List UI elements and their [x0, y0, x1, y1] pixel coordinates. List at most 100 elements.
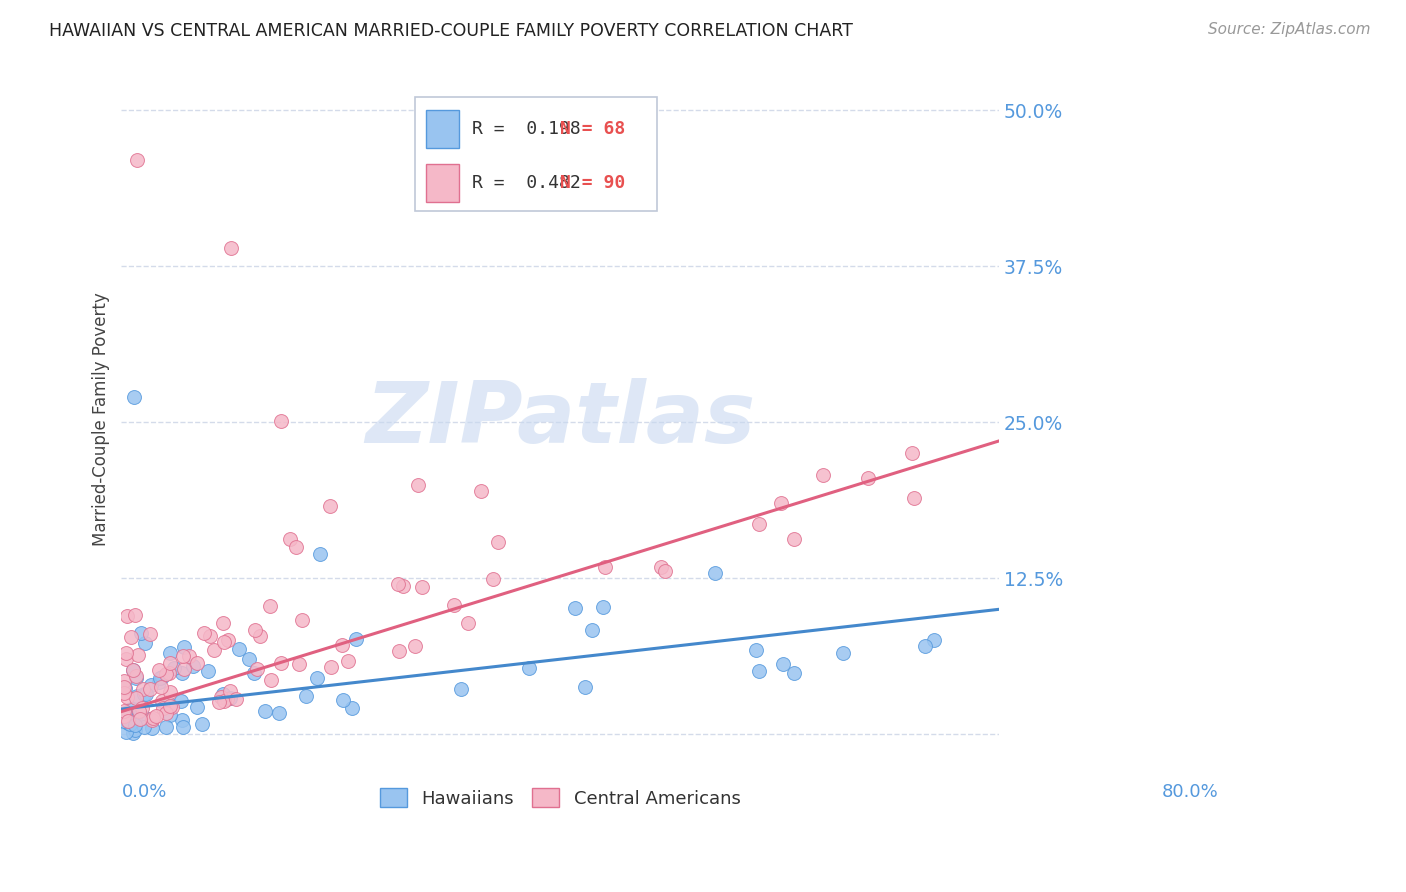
Point [112, 686, 135, 700]
Point [131, 701, 153, 715]
Point [141, 677, 163, 691]
Point [202, 643, 225, 657]
FancyBboxPatch shape [426, 110, 460, 148]
Point [295, 690, 318, 704]
Point [134, 720, 156, 734]
Point [581, 623, 603, 637]
Point [186, 656, 208, 670]
Point [443, 598, 465, 612]
Text: R =  0.198: R = 0.198 [472, 120, 581, 138]
Point [211, 687, 233, 701]
Point [124, 718, 146, 732]
Point [120, 702, 142, 716]
Point [177, 649, 200, 664]
Point [115, 652, 138, 666]
Text: HAWAIIAN VS CENTRAL AMERICAN MARRIED-COUPLE FAMILY POVERTY CORRELATION CHART: HAWAIIAN VS CENTRAL AMERICAN MARRIED-COU… [49, 22, 853, 40]
Point [159, 707, 181, 722]
Point [142, 711, 165, 725]
Point [159, 685, 181, 699]
Point [748, 664, 770, 678]
Point [181, 658, 204, 673]
Point [307, 671, 329, 685]
Point [259, 673, 281, 687]
Point [114, 681, 136, 695]
Point [212, 694, 235, 708]
FancyBboxPatch shape [426, 164, 460, 202]
Point [654, 564, 676, 578]
Point [270, 413, 292, 427]
Text: Source: ZipAtlas.com: Source: ZipAtlas.com [1208, 22, 1371, 37]
Point [259, 599, 281, 614]
Point [914, 640, 936, 654]
Point [219, 690, 242, 705]
Point [191, 716, 214, 731]
Point [155, 720, 177, 734]
Point [149, 680, 172, 694]
Point [132, 681, 155, 696]
Point [193, 625, 215, 640]
Point [112, 708, 135, 723]
Point [228, 641, 250, 656]
Point [340, 701, 363, 715]
Point [280, 532, 302, 546]
Point [124, 608, 146, 623]
Point [387, 577, 409, 591]
Point [772, 657, 794, 672]
Point [215, 691, 238, 706]
Point [783, 533, 806, 547]
Point [139, 627, 162, 641]
Point [858, 471, 880, 485]
Point [922, 632, 945, 647]
Point [782, 665, 804, 680]
Text: R =  0.482: R = 0.482 [472, 174, 581, 192]
Point [117, 690, 139, 704]
Point [595, 559, 617, 574]
Point [249, 629, 271, 643]
Point [172, 648, 194, 663]
Point [157, 697, 180, 711]
Point [112, 704, 135, 718]
Point [198, 628, 221, 642]
Point [127, 648, 149, 662]
Text: N = 90: N = 90 [560, 174, 626, 192]
Text: ZIPatlas: ZIPatlas [366, 377, 755, 460]
Point [219, 684, 242, 698]
Point [406, 478, 429, 492]
Point [160, 699, 183, 714]
Point [117, 715, 139, 730]
Point [517, 661, 540, 675]
Point [344, 632, 367, 646]
Point [124, 723, 146, 738]
Y-axis label: Married-Couple Family Poverty: Married-Couple Family Poverty [93, 293, 110, 546]
Point [148, 663, 170, 677]
Point [388, 643, 411, 657]
FancyBboxPatch shape [415, 97, 657, 211]
Point [150, 694, 173, 708]
Point [243, 666, 266, 681]
Point [132, 687, 155, 701]
Point [170, 713, 193, 727]
Point [211, 616, 233, 631]
Point [745, 642, 768, 657]
Point [125, 690, 148, 705]
Point [169, 694, 191, 708]
Point [212, 635, 235, 649]
Point [121, 663, 143, 677]
Point [114, 706, 136, 720]
Point [122, 390, 145, 404]
Point [308, 547, 330, 561]
Point [157, 665, 180, 680]
Point [901, 446, 924, 460]
Point [173, 640, 195, 654]
Point [254, 704, 277, 718]
Point [117, 714, 139, 728]
Point [318, 499, 340, 513]
Point [115, 725, 138, 739]
Point [135, 687, 157, 701]
Point [482, 572, 505, 586]
Point [112, 714, 135, 728]
Point [121, 663, 143, 677]
Point [141, 721, 163, 735]
Point [209, 690, 232, 704]
Point [748, 516, 770, 531]
